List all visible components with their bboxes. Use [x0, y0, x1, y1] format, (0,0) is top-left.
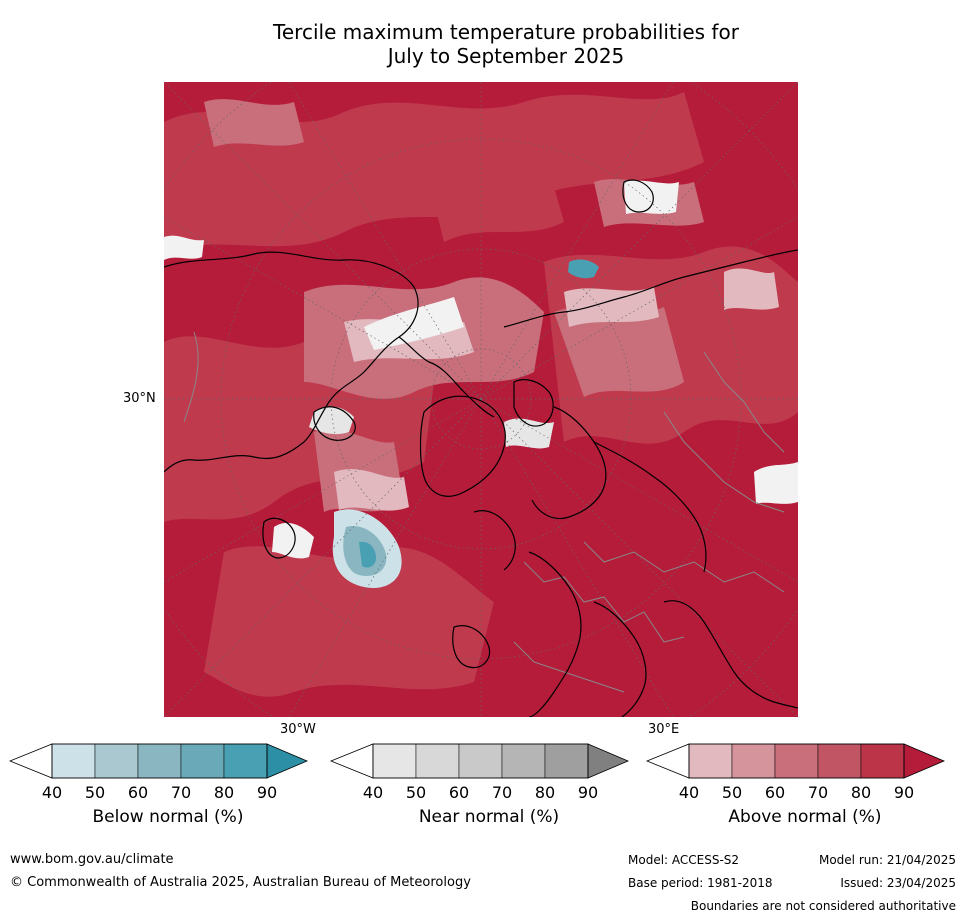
colorbar-near-normal-tick-label: 60: [448, 783, 470, 802]
colorbar-above-normal-swatch: [860, 743, 905, 779]
colorbar-near-normal-swatch: [544, 743, 589, 779]
copyright-text: © Commonwealth of Australia 2025, Austra…: [10, 875, 471, 890]
colorbar-above-normal-tick-label: 90: [893, 783, 915, 802]
colorbar-near-normal-max-extension: [587, 743, 630, 779]
colorbar-above-normal-tick-label: 50: [721, 783, 743, 802]
colorbar-near-normal-tick-label: 90: [577, 783, 599, 802]
colorbar-below-normal: 40 50 60 70 80 90 Below normal (%): [8, 740, 328, 840]
colorbar-below-normal-min-extension: [8, 743, 53, 779]
colorbar-below-normal-tick-label: 50: [84, 783, 106, 802]
model-text: Model: ACCESS-S2: [628, 853, 740, 867]
probability-map: [164, 82, 798, 717]
colorbar-below-normal-tick-label: 40: [41, 783, 63, 802]
colorbar-near-normal-swatch: [501, 743, 546, 779]
colorbar-below-normal-max-extension: [266, 743, 309, 779]
colorbar-below-normal-swatch: [223, 743, 268, 779]
colorbar-below-normal-tick-label: 70: [170, 783, 192, 802]
model-run-text: Model run: 21/04/2025: [818, 853, 956, 867]
colorbar-above-normal-tick-label: 80: [850, 783, 872, 802]
map-svg: [164, 82, 798, 717]
colorbar-above-normal-tick-label: 70: [807, 783, 829, 802]
country-boundaries: [183, 331, 785, 693]
colorbar-near-normal-tick-label: 40: [362, 783, 384, 802]
chart-title: Tercile maximum temperature probabilitie…: [100, 20, 912, 68]
colorbar-below-normal-tick-label: 90: [256, 783, 278, 802]
colorbar-near-normal-min-extension: [329, 743, 374, 779]
colorbar-near-normal-swatch: [415, 743, 460, 779]
colorbar-near-normal-outline: [372, 743, 589, 779]
longitude-label-30w: 30°W: [280, 722, 316, 737]
website-link[interactable]: www.bom.gov.au/climate: [10, 852, 174, 867]
base-period-text: Base period: 1981-2018: [628, 876, 773, 890]
issued-text: Issued: 23/04/2025: [840, 876, 956, 890]
colorbar-near-normal-swatch: [372, 743, 417, 779]
near-normal-areas: [164, 180, 798, 559]
colorbar-below-normal-swatch: [94, 743, 139, 779]
colorbar-above-normal-swatch: [817, 743, 862, 779]
colorbar-above-normal-max-extension: [903, 743, 946, 779]
colorbar-below-normal-tick-label: 80: [213, 783, 235, 802]
colorbar-near-normal-swatch: [458, 743, 503, 779]
colorbar-below-normal-swatch: [180, 743, 225, 779]
colorbar-above-normal-swatches: [645, 743, 946, 779]
colorbar-above-normal-min-extension: [645, 743, 690, 779]
colorbar-near-normal-tick-label: 80: [534, 783, 556, 802]
colorbar-near-normal-tick-label: 50: [405, 783, 427, 802]
colorbar-above-normal-swatch: [688, 743, 733, 779]
colorbar-below-normal-swatch: [51, 743, 96, 779]
colorbar-below-normal-label: Below normal (%): [92, 807, 244, 827]
longitude-label-30e: 30°E: [648, 722, 680, 737]
colorbar-below-normal-outline: [51, 743, 268, 779]
colorbar-above-normal-swatch: [731, 743, 776, 779]
title-line-2: July to September 2025: [387, 44, 625, 68]
colorbar-above-normal-outline: [688, 743, 905, 779]
colorbar-below-normal-swatches: [8, 743, 309, 779]
coastlines: [164, 179, 798, 717]
colorbar-above-normal-label: Above normal (%): [728, 807, 882, 827]
below-normal-areas: [332, 259, 599, 588]
colorbar-above-normal: 40 50 60 70 80 90 Above normal (%): [645, 740, 965, 840]
colorbar-above-normal-tick-label: 40: [678, 783, 700, 802]
colorbar-below-normal-swatch: [137, 743, 182, 779]
colorbar-below-normal-tick-label: 60: [127, 783, 149, 802]
colorbar-near-normal-tick-label: 70: [491, 783, 513, 802]
title-line-1: Tercile maximum temperature probabilitie…: [273, 20, 739, 44]
colorbar-above-normal-swatch: [774, 743, 819, 779]
disclaimer-text: Boundaries are not considered authoritat…: [690, 899, 956, 913]
colorbar-near-normal-swatches: [329, 743, 630, 779]
latitude-label-30n: 30°N: [123, 391, 156, 406]
colorbar-near-normal: 40 50 60 70 80 90 Near normal (%): [329, 740, 649, 840]
colorbar-near-normal-label: Near normal (%): [418, 807, 560, 827]
colorbar-above-normal-tick-label: 60: [764, 783, 786, 802]
